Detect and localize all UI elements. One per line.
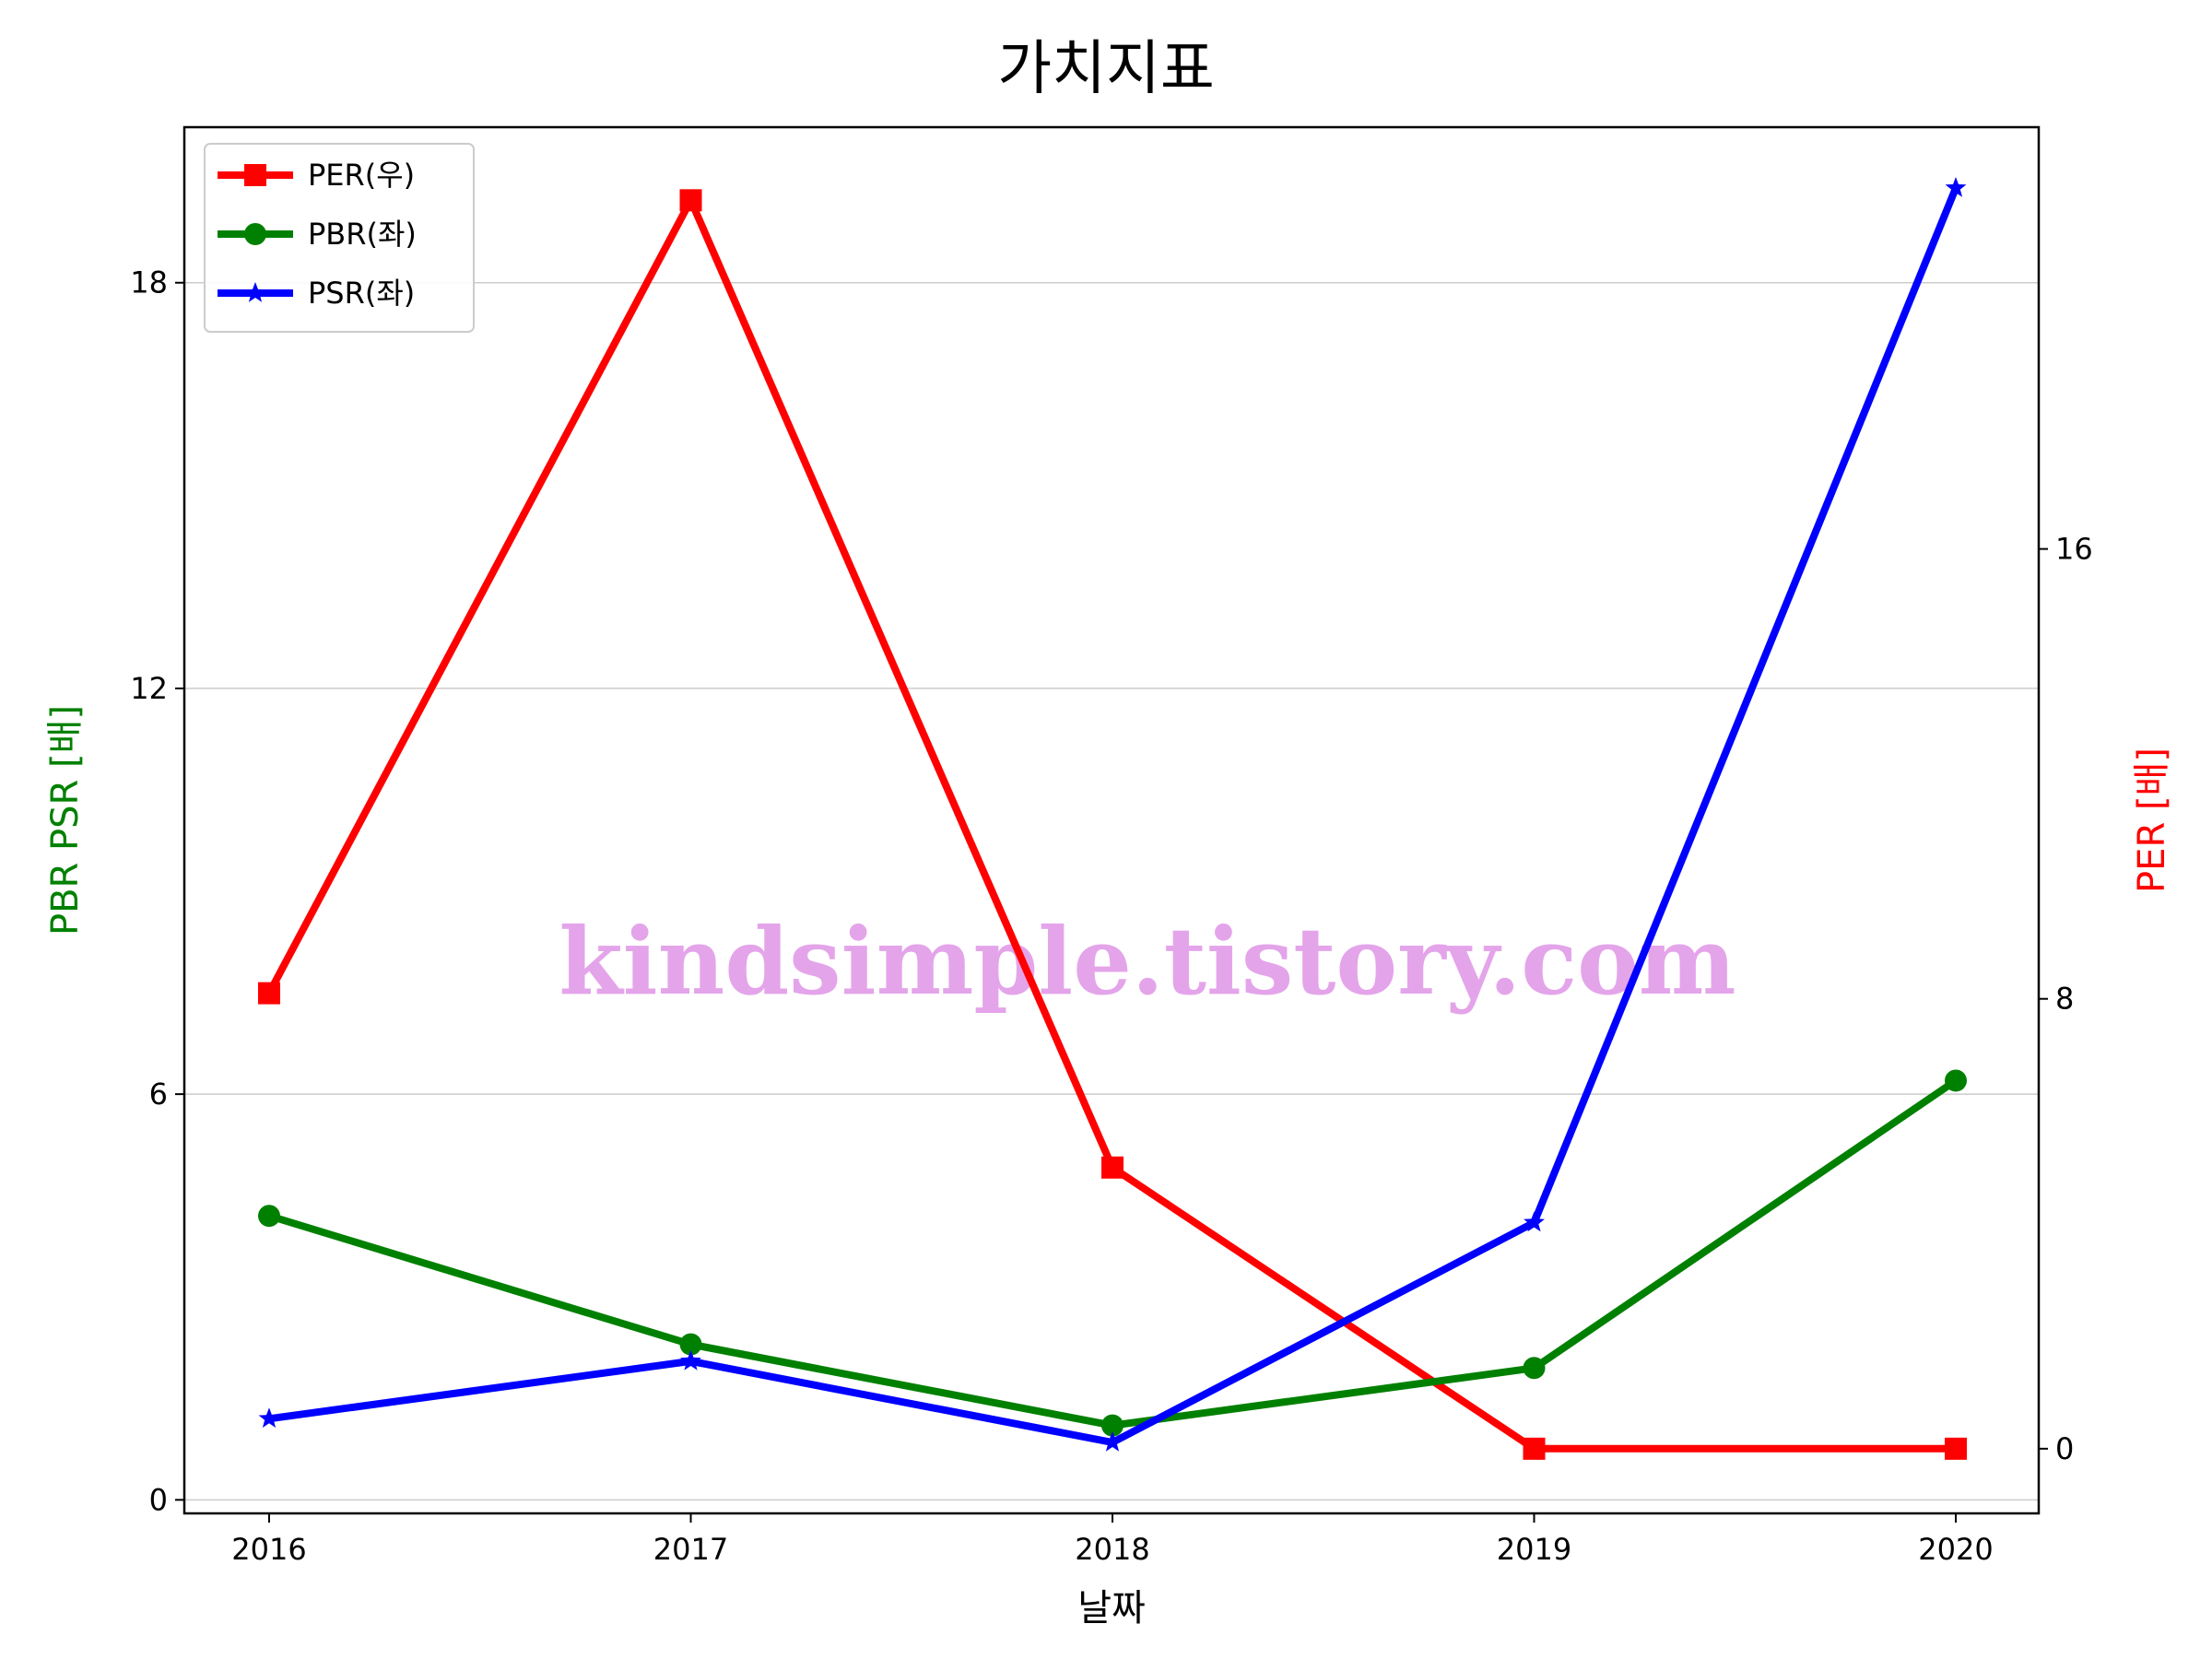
x-axis-label: 날짜 [1077,1587,1146,1630]
series-pbr [258,1069,1967,1437]
data-point-psr-2018 [1101,1431,1124,1452]
series-psr [258,177,1967,1452]
data-point-psr-2016 [258,1407,280,1428]
x-tick-label-2017: 2017 [653,1532,728,1567]
gridlines [184,281,2039,1501]
chart-title: 가치지표 [997,35,1215,103]
watermark-layer: kindsimple.tistory.com [559,907,1735,1016]
legend-marker-pbr [244,223,266,245]
legend-label-pbr: PBR(좌) [308,217,417,252]
data-point-pbr-2016 [258,1205,280,1228]
watermark-text: kindsimple.tistory.com [559,907,1735,1016]
data-point-pbr-2017 [679,1333,702,1356]
left-y-axis: 0 6 12 18 [130,265,184,1517]
right-y-axis: 0 8 16 [2039,532,2093,1466]
legend-marker-psr [244,282,266,302]
data-point-psr-2019 [1524,1211,1545,1232]
data-point-pbr-2020 [1945,1069,1967,1092]
right-tick-label-16: 16 [2055,532,2093,567]
x-tick-label-2018: 2018 [1075,1532,1149,1567]
x-tick-label-2016: 2016 [231,1532,306,1567]
data-point-per-2016 [258,982,280,1005]
left-tick-label-18: 18 [130,265,168,300]
data-point-psr-2020 [1945,177,1967,197]
legend-marker-per [244,164,266,186]
legend-label-per: PER(우) [308,158,415,193]
x-tick-label-2020: 2020 [1918,1532,1993,1567]
left-tick-label-12: 12 [130,671,168,706]
series-line-pbr [267,1077,1959,1430]
series-layer [258,177,1967,1460]
right-tick-label-8: 8 [2055,982,2074,1017]
data-point-per-2017 [679,189,702,212]
plot-frame [182,125,2041,1515]
data-point-psr-2017 [680,1349,701,1371]
legend-label-psr: PSR(좌) [308,276,415,311]
right-tick-label-0: 0 [2055,1431,2074,1466]
legend-box [204,143,475,333]
right-y-axis-label: PER [배] [2131,747,2173,893]
left-tick-label-0: 0 [149,1482,168,1517]
data-point-per-2018 [1101,1156,1124,1179]
series-line-per [265,196,1956,1453]
data-point-per-2019 [1523,1437,1546,1460]
x-tick-label-2019: 2019 [1497,1532,1571,1567]
data-point-pbr-2019 [1523,1357,1546,1380]
left-y-axis-label: PBR PSR [배] [44,705,87,935]
left-tick-label-6: 6 [149,1077,168,1112]
data-point-per-2020 [1945,1437,1967,1460]
data-point-pbr-2018 [1101,1414,1124,1437]
series-per [258,189,1967,1460]
x-axis: 2016 2017 2018 2019 2020 [231,1513,1994,1567]
legend: PER(우) PBR(좌) PSR(좌) [204,143,475,333]
